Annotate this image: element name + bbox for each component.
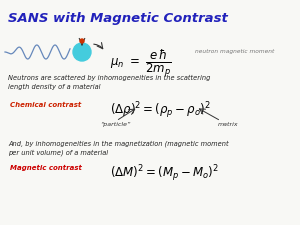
Text: matrix: matrix <box>218 122 238 127</box>
Circle shape <box>80 39 84 43</box>
Text: Neutrons are scattered by inhomogeneities in the scattering
length density of a : Neutrons are scattered by inhomogeneitie… <box>8 75 210 90</box>
Text: And, by inhomogeneities in the magnetization (magnetic moment
per unit volume) o: And, by inhomogeneities in the magnetiza… <box>8 140 229 156</box>
Text: $(\Delta\rho)^{2} = (\rho_{p} - \rho_{o})^{2}$: $(\Delta\rho)^{2} = (\rho_{p} - \rho_{o}… <box>110 100 211 121</box>
Text: “particle”: “particle” <box>100 122 130 127</box>
Text: Chemical contrast: Chemical contrast <box>10 102 81 108</box>
Text: Magnetic contrast: Magnetic contrast <box>10 165 82 171</box>
Text: neutron magnetic moment: neutron magnetic moment <box>195 50 274 54</box>
Text: $\mu_{n}\ =\ \dfrac{e\,\hbar}{2m_{p}}$: $\mu_{n}\ =\ \dfrac{e\,\hbar}{2m_{p}}$ <box>110 48 172 79</box>
Text: $(\Delta M)^{2} = (M_{p} - M_{o})^{2}$: $(\Delta M)^{2} = (M_{p} - M_{o})^{2}$ <box>110 163 219 184</box>
Circle shape <box>73 43 91 61</box>
Text: SANS with Magnetic Contrast: SANS with Magnetic Contrast <box>8 12 228 25</box>
